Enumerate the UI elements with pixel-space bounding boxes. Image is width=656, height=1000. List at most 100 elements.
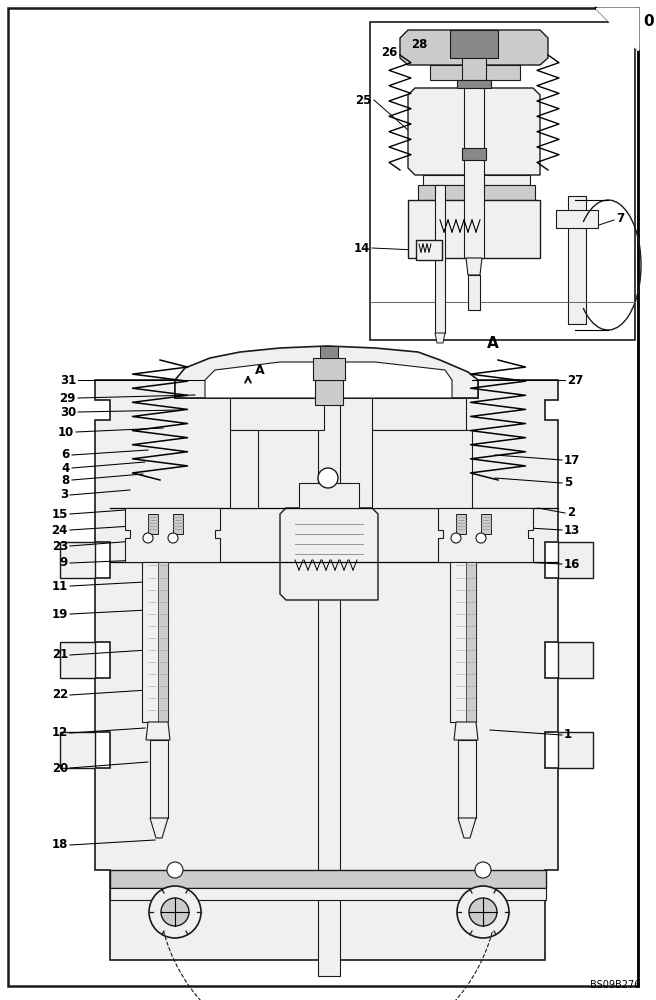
Polygon shape <box>400 30 548 65</box>
Bar <box>435 185 445 333</box>
Bar <box>456 514 466 534</box>
Polygon shape <box>423 175 530 185</box>
Bar <box>372 430 472 508</box>
Polygon shape <box>146 722 170 740</box>
Polygon shape <box>60 732 95 768</box>
Text: 2: 2 <box>567 506 575 520</box>
Circle shape <box>451 533 461 543</box>
Polygon shape <box>466 258 482 275</box>
Polygon shape <box>408 200 540 258</box>
Bar <box>568 196 586 324</box>
Bar <box>450 562 476 722</box>
Bar <box>315 380 343 405</box>
Text: 20: 20 <box>52 762 68 774</box>
Polygon shape <box>596 8 638 50</box>
Text: 6: 6 <box>62 448 70 462</box>
Bar <box>299 483 359 508</box>
Bar <box>457 80 491 88</box>
Text: 3: 3 <box>60 488 68 502</box>
Text: 21: 21 <box>52 648 68 662</box>
Bar <box>464 65 484 258</box>
Text: 30: 30 <box>60 406 76 418</box>
Text: 27: 27 <box>567 373 583 386</box>
Bar <box>110 888 546 900</box>
Bar <box>372 398 466 430</box>
Bar <box>158 562 168 722</box>
Text: 0: 0 <box>643 14 653 29</box>
Text: 9: 9 <box>60 556 68 570</box>
Polygon shape <box>596 8 638 50</box>
Text: 25: 25 <box>356 94 372 106</box>
Bar <box>468 275 480 310</box>
Text: 4: 4 <box>62 462 70 475</box>
Bar <box>462 58 486 80</box>
Circle shape <box>161 898 189 926</box>
Text: 23: 23 <box>52 540 68 552</box>
Text: 15: 15 <box>52 508 68 520</box>
Text: 17: 17 <box>564 454 581 466</box>
Polygon shape <box>205 362 452 398</box>
Text: 29: 29 <box>60 391 76 404</box>
Text: A: A <box>255 363 264 376</box>
Text: 14: 14 <box>354 241 370 254</box>
Polygon shape <box>430 65 520 80</box>
Text: 13: 13 <box>564 524 581 536</box>
Bar <box>150 740 168 818</box>
Text: 5: 5 <box>564 477 572 489</box>
Text: 26: 26 <box>382 45 398 58</box>
Polygon shape <box>150 818 168 838</box>
Circle shape <box>318 468 338 488</box>
Text: 24: 24 <box>52 524 68 536</box>
Polygon shape <box>60 642 95 678</box>
Bar <box>230 430 258 508</box>
Polygon shape <box>454 722 478 740</box>
Text: 10: 10 <box>58 426 74 438</box>
Text: 12: 12 <box>52 726 68 740</box>
Circle shape <box>167 862 183 878</box>
Text: 18: 18 <box>52 838 68 852</box>
Polygon shape <box>125 508 220 562</box>
Polygon shape <box>458 818 476 838</box>
Text: 19: 19 <box>52 607 68 620</box>
Polygon shape <box>558 732 593 768</box>
Circle shape <box>457 886 509 938</box>
Circle shape <box>143 533 153 543</box>
Polygon shape <box>175 346 478 398</box>
Bar <box>320 346 338 358</box>
Circle shape <box>475 862 491 878</box>
Polygon shape <box>558 542 593 578</box>
Polygon shape <box>95 380 558 960</box>
Bar <box>462 148 486 160</box>
Circle shape <box>476 533 486 543</box>
Bar <box>148 514 158 534</box>
Bar <box>110 870 546 888</box>
Text: 31: 31 <box>60 373 76 386</box>
Polygon shape <box>435 333 445 343</box>
Text: 7: 7 <box>616 212 624 225</box>
Text: 22: 22 <box>52 688 68 702</box>
Polygon shape <box>450 30 498 58</box>
Bar <box>173 514 183 534</box>
Circle shape <box>149 886 201 938</box>
Text: BS09B276: BS09B276 <box>590 980 640 990</box>
Text: 16: 16 <box>564 558 581 570</box>
Bar <box>466 562 476 722</box>
Polygon shape <box>60 542 95 578</box>
Bar <box>481 514 491 534</box>
Bar <box>458 740 476 818</box>
Bar <box>313 358 345 380</box>
Polygon shape <box>438 508 533 562</box>
Bar <box>230 398 324 430</box>
Polygon shape <box>280 508 378 600</box>
Text: A: A <box>487 336 499 352</box>
Text: 28: 28 <box>411 38 428 51</box>
Bar <box>416 240 442 260</box>
Bar <box>318 380 340 976</box>
Polygon shape <box>558 642 593 678</box>
Text: 1: 1 <box>564 728 572 742</box>
Polygon shape <box>418 185 535 200</box>
Bar <box>370 22 635 340</box>
Bar <box>556 210 598 228</box>
Polygon shape <box>408 88 540 175</box>
Bar <box>142 562 168 722</box>
